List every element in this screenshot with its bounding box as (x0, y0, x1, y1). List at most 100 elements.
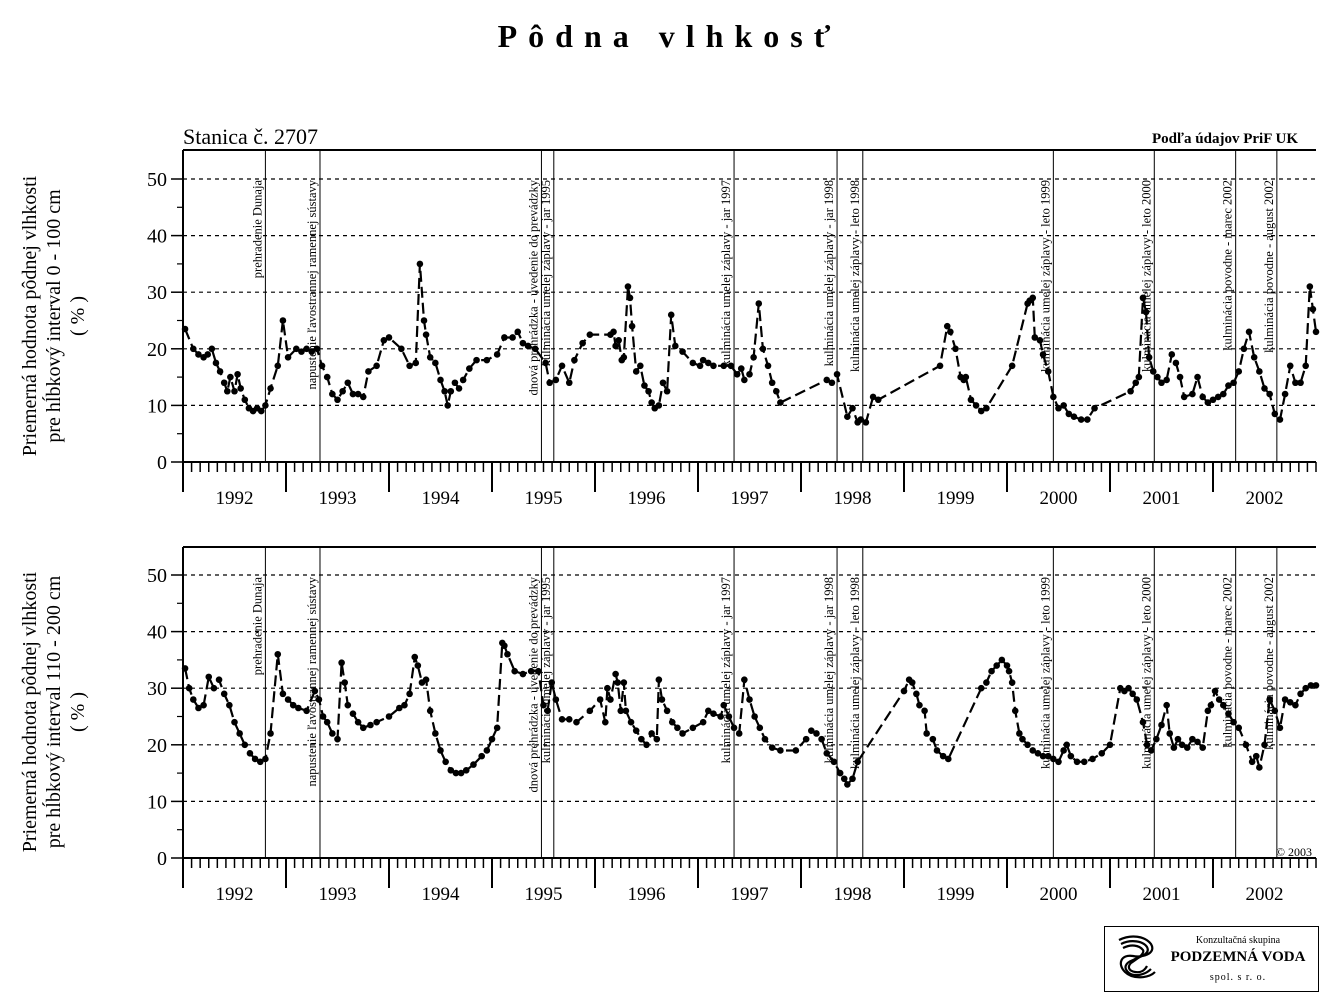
data-point (1039, 351, 1047, 358)
event-label: prehradenie Dunaja (250, 180, 264, 279)
data-point (667, 311, 675, 319)
data-point (674, 724, 681, 732)
data-point (1292, 379, 1299, 387)
data-point (535, 667, 542, 675)
event-label: dnová prehrádzka - uvedenie do prevádzky (526, 576, 540, 792)
data-point (1166, 730, 1174, 737)
data-point (830, 758, 838, 766)
data-point (262, 755, 269, 763)
x-tick-label: 2002 (1246, 884, 1284, 905)
data-point (501, 334, 508, 341)
data-point (854, 758, 861, 766)
data-point (792, 747, 800, 754)
data-point (1008, 362, 1016, 370)
data-point (470, 761, 477, 768)
data-point (768, 744, 776, 751)
data-point (663, 387, 671, 395)
data-point (777, 747, 784, 754)
data-point (908, 679, 916, 686)
data-point (1180, 393, 1188, 401)
data-point (947, 328, 954, 336)
data-point (610, 328, 617, 336)
data-point (844, 413, 851, 421)
y-tick-label: 50 (147, 565, 167, 587)
y-tick-label: 0 (157, 848, 167, 870)
data-point (303, 707, 310, 715)
data-point (1139, 718, 1147, 726)
data-point (836, 769, 844, 777)
data-point (727, 362, 735, 370)
data-point (1230, 718, 1237, 726)
data-point (295, 704, 302, 712)
data-point (638, 735, 645, 743)
data-point (1256, 368, 1263, 375)
x-tick-label: 1999 (937, 884, 975, 905)
y-tick-label: 10 (147, 791, 167, 813)
data-point (658, 696, 666, 703)
x-tick-label: 1997 (731, 488, 769, 509)
x-tick-label: 1994 (422, 488, 461, 509)
data-point (988, 667, 995, 675)
data-point (1125, 684, 1132, 692)
data-point (602, 718, 609, 726)
event-label: napustenie ľavostrannej ramennej sústavy (305, 179, 319, 389)
data-point (916, 701, 923, 709)
data-point (604, 684, 611, 692)
data-point (237, 385, 244, 392)
data-point (338, 659, 345, 667)
x-tick-label: 1994 (422, 884, 461, 905)
data-point (344, 701, 352, 709)
data-point (514, 328, 522, 336)
x-tick-label: 1997 (731, 884, 769, 905)
data-point (359, 393, 367, 401)
data-point (1176, 373, 1184, 381)
data-point (329, 390, 336, 398)
data-point (1019, 735, 1026, 743)
data-point (420, 317, 428, 324)
data-point (466, 365, 473, 372)
data-point (750, 353, 757, 361)
data-point (1106, 741, 1114, 749)
data-point (414, 662, 422, 669)
data-point (1271, 707, 1279, 715)
y-tick-label: 20 (147, 339, 167, 361)
data-point (212, 359, 220, 367)
data-point (1036, 337, 1044, 344)
data-point (1073, 758, 1081, 766)
data-point (204, 351, 212, 358)
y-tick-label: 40 (147, 622, 167, 644)
data-point (181, 325, 189, 333)
data-point (768, 379, 776, 387)
data-point (1060, 747, 1067, 754)
data-point (1266, 390, 1273, 398)
data-point (478, 752, 486, 760)
data-point (1309, 305, 1317, 313)
data-point (833, 370, 841, 378)
data-point (1163, 376, 1170, 384)
data-point (565, 716, 573, 723)
data-point (1276, 724, 1284, 732)
data-point (1286, 362, 1294, 370)
data-point (565, 379, 573, 387)
data-point (1292, 701, 1299, 709)
y-tick-label: 40 (147, 226, 167, 248)
data-point (735, 730, 743, 737)
data-point (442, 758, 449, 766)
data-point (772, 387, 780, 395)
data-point (717, 713, 724, 720)
data-point (1245, 328, 1253, 336)
y-tick-label: 50 (147, 169, 167, 191)
data-point (274, 650, 282, 658)
data-point (626, 294, 634, 302)
x-tick-label: 2002 (1246, 488, 1284, 509)
data-point (246, 749, 254, 757)
data-point (1266, 696, 1273, 703)
data-point (1281, 390, 1289, 398)
data-point (699, 356, 707, 364)
data-point (284, 696, 292, 703)
data-point (869, 393, 877, 401)
data-point (655, 676, 663, 684)
data-point (1163, 701, 1170, 709)
data-point (1063, 741, 1071, 749)
data-point (705, 359, 712, 367)
